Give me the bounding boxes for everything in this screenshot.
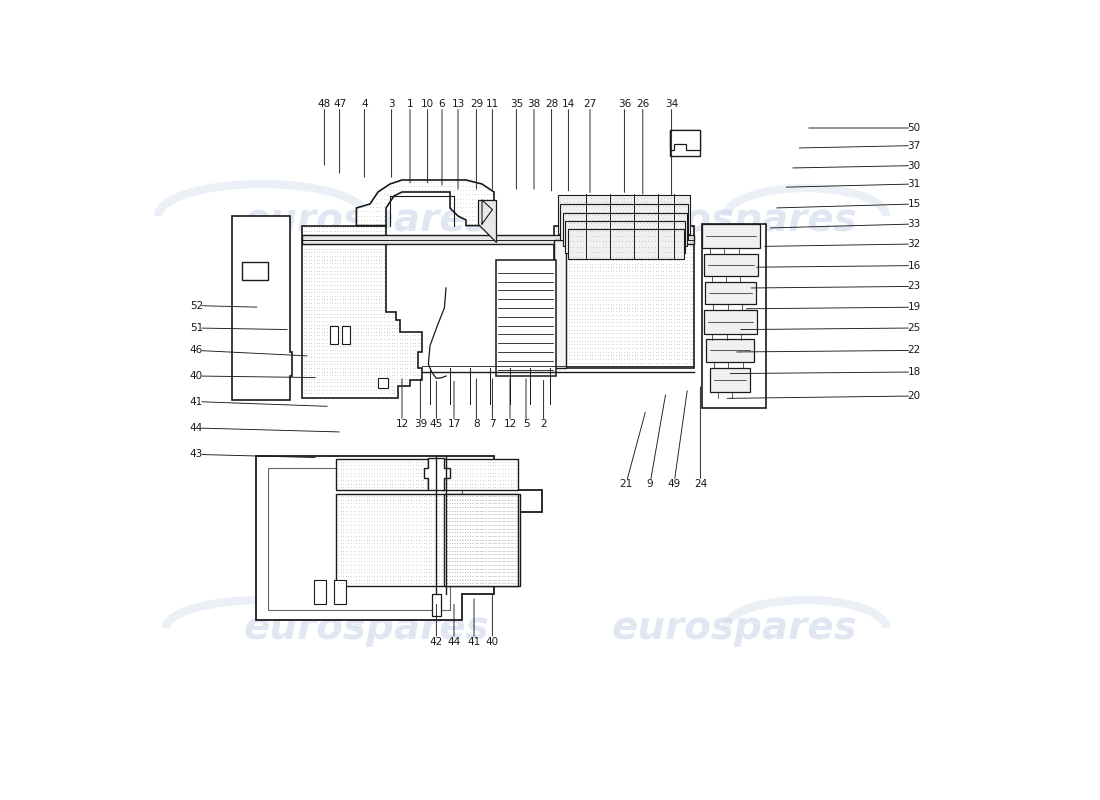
Text: 41: 41 (468, 637, 481, 646)
Text: 16: 16 (908, 261, 921, 270)
Text: 38: 38 (527, 99, 540, 109)
Text: 23: 23 (908, 282, 921, 291)
Bar (431, 594, 441, 616)
Text: 22: 22 (908, 346, 921, 355)
Polygon shape (232, 216, 293, 400)
Bar (496, 260, 556, 376)
Text: 12: 12 (504, 419, 517, 429)
Bar (444, 494, 518, 586)
Bar (704, 310, 757, 334)
Text: 1: 1 (407, 99, 414, 109)
Text: 7: 7 (490, 419, 496, 429)
Text: 5: 5 (522, 419, 529, 429)
Polygon shape (478, 200, 496, 242)
Polygon shape (424, 458, 450, 490)
Text: 48: 48 (318, 99, 331, 109)
Text: 27: 27 (583, 99, 596, 109)
Text: 18: 18 (908, 367, 921, 377)
Text: 17: 17 (448, 419, 461, 429)
Bar (330, 326, 338, 344)
Polygon shape (554, 226, 694, 368)
Text: 21: 21 (619, 479, 632, 489)
Polygon shape (256, 456, 542, 620)
Bar (563, 213, 686, 246)
Text: 30: 30 (908, 161, 921, 170)
Text: 15: 15 (908, 199, 921, 209)
Polygon shape (302, 235, 694, 244)
Text: 29: 29 (470, 99, 483, 109)
Bar (336, 494, 519, 586)
Text: 40: 40 (190, 371, 204, 381)
Text: 13: 13 (451, 99, 464, 109)
Polygon shape (302, 226, 422, 398)
Bar (314, 580, 326, 604)
Text: 32: 32 (908, 239, 921, 249)
Polygon shape (670, 130, 701, 150)
Text: 14: 14 (562, 99, 575, 109)
Text: 37: 37 (908, 141, 921, 150)
Text: 44: 44 (190, 423, 204, 433)
Text: 35: 35 (509, 99, 522, 109)
Text: 2: 2 (540, 419, 547, 429)
Bar (336, 459, 428, 490)
Bar (558, 195, 690, 234)
Bar (705, 282, 757, 304)
Bar (342, 326, 350, 344)
Bar (442, 459, 518, 490)
Text: eurospares: eurospares (612, 201, 857, 239)
Text: 33: 33 (908, 219, 921, 229)
Text: 52: 52 (190, 301, 204, 310)
Bar (565, 221, 685, 253)
Text: eurospares: eurospares (612, 609, 857, 647)
Bar (710, 368, 750, 392)
Bar (702, 224, 760, 248)
Text: 46: 46 (190, 346, 204, 355)
Bar (670, 130, 701, 156)
Text: 49: 49 (668, 479, 681, 489)
Text: 3: 3 (388, 99, 395, 109)
Text: 40: 40 (486, 637, 499, 646)
Bar (334, 580, 346, 604)
Text: 44: 44 (448, 637, 461, 646)
Bar (704, 254, 758, 276)
Bar (378, 378, 387, 388)
Text: 24: 24 (694, 479, 707, 489)
Text: 41: 41 (190, 397, 204, 406)
Bar (706, 339, 754, 362)
Text: 42: 42 (430, 637, 443, 646)
Bar (560, 204, 689, 240)
Bar (568, 229, 683, 259)
Text: 43: 43 (190, 450, 204, 459)
Text: eurospares: eurospares (243, 201, 488, 239)
Text: 9: 9 (647, 479, 653, 489)
Text: 45: 45 (430, 419, 443, 429)
Text: eurospares: eurospares (243, 609, 488, 647)
Text: 39: 39 (414, 419, 427, 429)
Text: 34: 34 (666, 99, 679, 109)
Text: 25: 25 (908, 323, 921, 333)
Text: 51: 51 (190, 323, 204, 333)
Bar (242, 262, 267, 280)
Text: 12: 12 (395, 419, 408, 429)
Text: 20: 20 (908, 391, 921, 401)
Text: 47: 47 (333, 99, 346, 109)
Text: 31: 31 (908, 179, 921, 189)
Text: 28: 28 (544, 99, 558, 109)
Text: 50: 50 (908, 123, 921, 133)
Text: 6: 6 (439, 99, 446, 109)
Polygon shape (554, 240, 566, 368)
Text: 19: 19 (908, 302, 921, 312)
Text: 10: 10 (421, 99, 434, 109)
Text: 36: 36 (618, 99, 631, 109)
Text: 4: 4 (361, 99, 367, 109)
Polygon shape (356, 180, 494, 226)
Text: 26: 26 (636, 99, 649, 109)
Bar (702, 224, 766, 408)
Text: 8: 8 (473, 419, 480, 429)
Text: 11: 11 (486, 99, 499, 109)
